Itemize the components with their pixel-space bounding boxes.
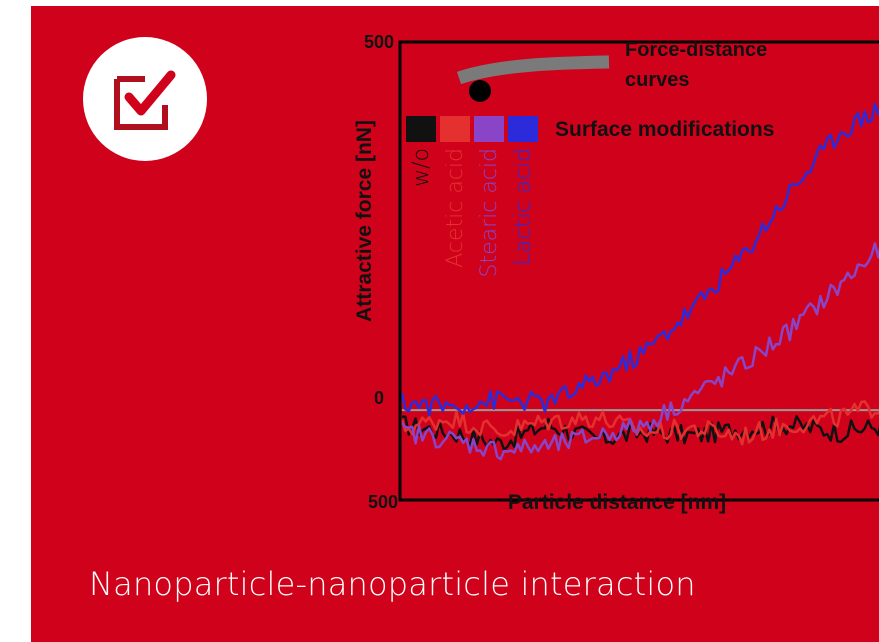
series-line-lactic-acid xyxy=(400,102,879,417)
y-tick-label-top: 500 xyxy=(364,32,394,52)
checkbox-check-icon xyxy=(114,70,176,130)
plot-frame xyxy=(398,40,879,502)
info-card: 500 0 500 Attractive force [nN] Particle… xyxy=(31,6,879,642)
annotation-label-line2: curves xyxy=(625,69,690,91)
y-tick-label-zero: 0 xyxy=(374,388,384,408)
legend-title: Surface modifications xyxy=(555,118,774,141)
annotation-dot xyxy=(469,80,491,102)
legend-label-acetic-acid: Acetic acid xyxy=(443,148,468,268)
series-line-acetic-acid xyxy=(400,400,879,446)
x-axis-label: Particle distance [nm] xyxy=(508,491,726,514)
legend-swatch-stearic-acid xyxy=(474,116,504,142)
legend-swatch-w-o xyxy=(406,116,436,142)
legend-swatch-acetic-acid xyxy=(440,116,470,142)
y-axis-label: Attractive force [nN] xyxy=(353,120,376,322)
force-distance-chart: 500 0 500 Attractive force [nN] Particle… xyxy=(353,32,879,514)
legend-swatch-lactic-acid xyxy=(508,116,538,142)
legend-label-w-o: w/o xyxy=(409,148,434,187)
annotation-label-line1: Force-distance xyxy=(625,39,767,61)
series-line-stearic-acid xyxy=(401,242,879,461)
legend-label-stearic-acid: Stearic acid xyxy=(477,148,502,278)
legend-label-lactic-acid: Lactic acid xyxy=(511,148,536,265)
icon-badge xyxy=(83,37,207,161)
y-tick-label-bottom: 500 xyxy=(368,492,398,512)
caption: Nanoparticle-nanoparticle interaction xyxy=(89,565,696,603)
annotation-pointer xyxy=(456,55,610,85)
